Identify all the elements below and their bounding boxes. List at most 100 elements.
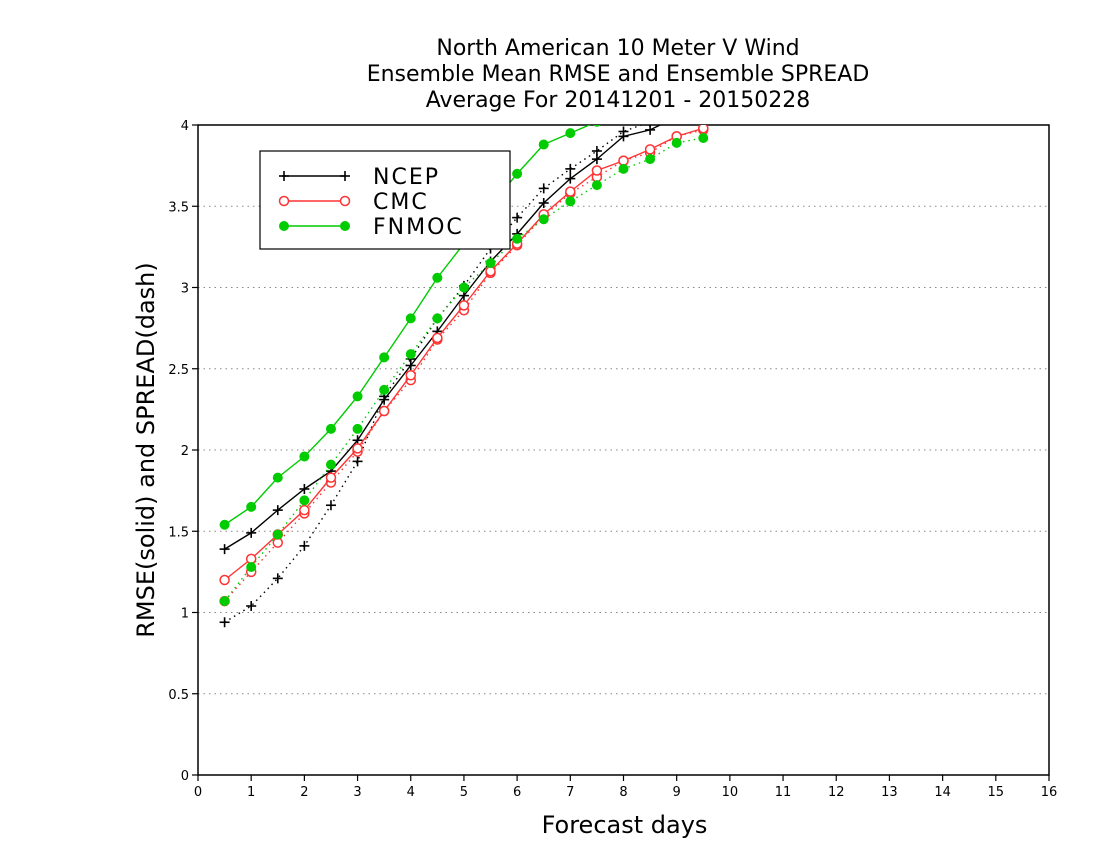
- fnmoc-rmse-point-1: [246, 501, 257, 512]
- ncep-rmse-point-15: [618, 131, 629, 142]
- chart-title-line-2: Ensemble Mean RMSE and Ensemble SPREAD: [366, 62, 870, 87]
- y-tick-label-5: 2.5: [168, 363, 189, 378]
- fnmoc-rmse-point-0: [219, 519, 230, 530]
- ncep-rmse-point-18: [698, 104, 708, 114]
- y-tick-label-6: 3: [181, 282, 189, 297]
- ncep-spread-point-5: [352, 456, 363, 467]
- fnmoc-spread-point-0: [219, 596, 230, 607]
- fnmoc-rmse-point-16: [646, 96, 655, 105]
- fnmoc-rmse-point-8: [432, 272, 443, 283]
- cmc-rmse-point-7: [405, 370, 416, 381]
- legend-box: [259, 150, 511, 250]
- x-tick-label-8: 8: [619, 785, 627, 800]
- ncep-spread-point-20: [751, 84, 761, 94]
- fnmoc-rmse-point-6: [379, 352, 390, 363]
- fnmoc-rmse-point-2: [272, 472, 283, 483]
- legend-marker-cmc-b: [339, 195, 351, 207]
- fnmoc-rmse-point-3: [299, 451, 310, 462]
- ncep-spread-point-19: [725, 91, 735, 101]
- ncep-rmse-point-7: [405, 360, 416, 371]
- fnmoc-rmse-point-12: [538, 139, 549, 150]
- ncep-spread-point-13: [565, 163, 576, 174]
- fnmoc-spread-point-18: [698, 133, 709, 143]
- fnmoc-spread-point-5: [352, 423, 363, 434]
- fnmoc-rmse-point-7: [405, 313, 416, 324]
- fnmoc-rmse-line: [224, 125, 592, 526]
- ncep-rmse-point-16: [645, 125, 656, 135]
- cmc-rmse-point-3: [299, 504, 310, 516]
- cmc-rmse-point-13: [565, 186, 576, 197]
- fnmoc-spread-point-12: [538, 214, 549, 225]
- y-tick-label-0: 0: [181, 769, 189, 784]
- ncep-rmse-point-6: [379, 394, 390, 405]
- ncep-spread-point-3: [299, 540, 310, 551]
- legend-label-cmc: CMC: [373, 190, 429, 215]
- ncep-spread-point-11: [512, 212, 523, 223]
- fnmoc-spread-point-10: [485, 258, 496, 269]
- fnmoc-spread-point-7: [405, 349, 416, 360]
- y-tick-label-4: 2: [181, 444, 189, 459]
- fnmoc-spread-point-15: [618, 163, 629, 174]
- ncep-rmse-point-13: [565, 173, 576, 184]
- legend-marker-ncep-a: [279, 171, 289, 181]
- x-tick-label-10: 10: [722, 785, 739, 800]
- x-axis-label: Forecast days: [542, 811, 708, 839]
- ncep-spread-point-0: [219, 617, 230, 628]
- ncep-spread-point-18: [698, 101, 708, 111]
- x-tick-label-15: 15: [988, 785, 1005, 800]
- ncep-rmse-point-1: [246, 527, 257, 538]
- fnmoc-rmse-point-13: [565, 128, 576, 139]
- y-tick-label-1: 0.5: [168, 688, 189, 703]
- x-tick-label-0: 0: [194, 785, 202, 800]
- ncep-spread-point-17: [672, 107, 682, 117]
- ncep-rmse-point-12: [538, 198, 549, 208]
- fnmoc-rmse-point-15: [619, 104, 628, 113]
- ncep-spread-point-12: [538, 183, 549, 194]
- legend-marker-cmc-a: [278, 195, 290, 207]
- cmc-rmse-point-0: [219, 574, 230, 586]
- y-tick-label-3: 1.5: [168, 525, 189, 540]
- fnmoc-spread-point-17: [671, 137, 682, 148]
- fnmoc-spread-point-11: [512, 233, 523, 244]
- x-tick-label-11: 11: [775, 785, 792, 800]
- y-tick-label-7: 3.5: [168, 200, 189, 215]
- x-tick-label-6: 6: [513, 785, 521, 800]
- y-tick-label-2: 1: [181, 607, 189, 622]
- y-tick-label-8: 4: [181, 119, 189, 134]
- ncep-spread-point-1: [246, 601, 257, 611]
- ncep-rmse-point-21: [778, 79, 788, 89]
- ncep-rmse-point-0: [219, 544, 230, 555]
- x-tick-label-12: 12: [828, 785, 845, 800]
- x-tick-label-13: 13: [881, 785, 898, 800]
- cmc-rmse-point-14: [591, 165, 603, 176]
- cmc-rmse-point-4: [325, 472, 337, 483]
- legend-marker-fnmoc-a: [279, 221, 289, 231]
- ncep-rmse-point-17: [672, 112, 682, 122]
- fnmoc-spread-point-9: [458, 282, 469, 293]
- fnmoc-rmse-point-17: [672, 88, 681, 97]
- cmc-rmse-point-16: [644, 144, 656, 155]
- x-tick-label-2: 2: [300, 785, 308, 800]
- fnmoc-spread-point-4: [325, 459, 336, 470]
- ncep-rmse-point-19: [725, 96, 735, 106]
- cmc-rmse-point-18: [698, 125, 709, 134]
- x-tick-label-5: 5: [460, 785, 468, 800]
- x-tick-label-3: 3: [353, 785, 361, 800]
- legend-marker-ncep-b: [340, 171, 350, 181]
- x-tick-label-16: 16: [1041, 785, 1058, 800]
- ncep-rmse-point-2: [272, 505, 283, 516]
- ncep-rmse-point-14: [591, 154, 602, 165]
- fnmoc-spread-point-2: [272, 529, 283, 540]
- legend-marker-fnmoc-b: [340, 221, 350, 231]
- fnmoc-spread-point-1: [246, 562, 257, 572]
- fnmoc-rmse-point-11: [512, 168, 523, 179]
- cmc-rmse-point-6: [378, 405, 390, 417]
- fnmoc-spread-point-6: [379, 384, 390, 395]
- x-tick-label-9: 9: [673, 785, 681, 800]
- fnmoc-spread-point-13: [565, 196, 576, 207]
- cmc-rmse-point-8: [432, 332, 443, 344]
- ncep-spread-point-2: [272, 573, 283, 584]
- cmc-rmse-point-9: [458, 300, 470, 311]
